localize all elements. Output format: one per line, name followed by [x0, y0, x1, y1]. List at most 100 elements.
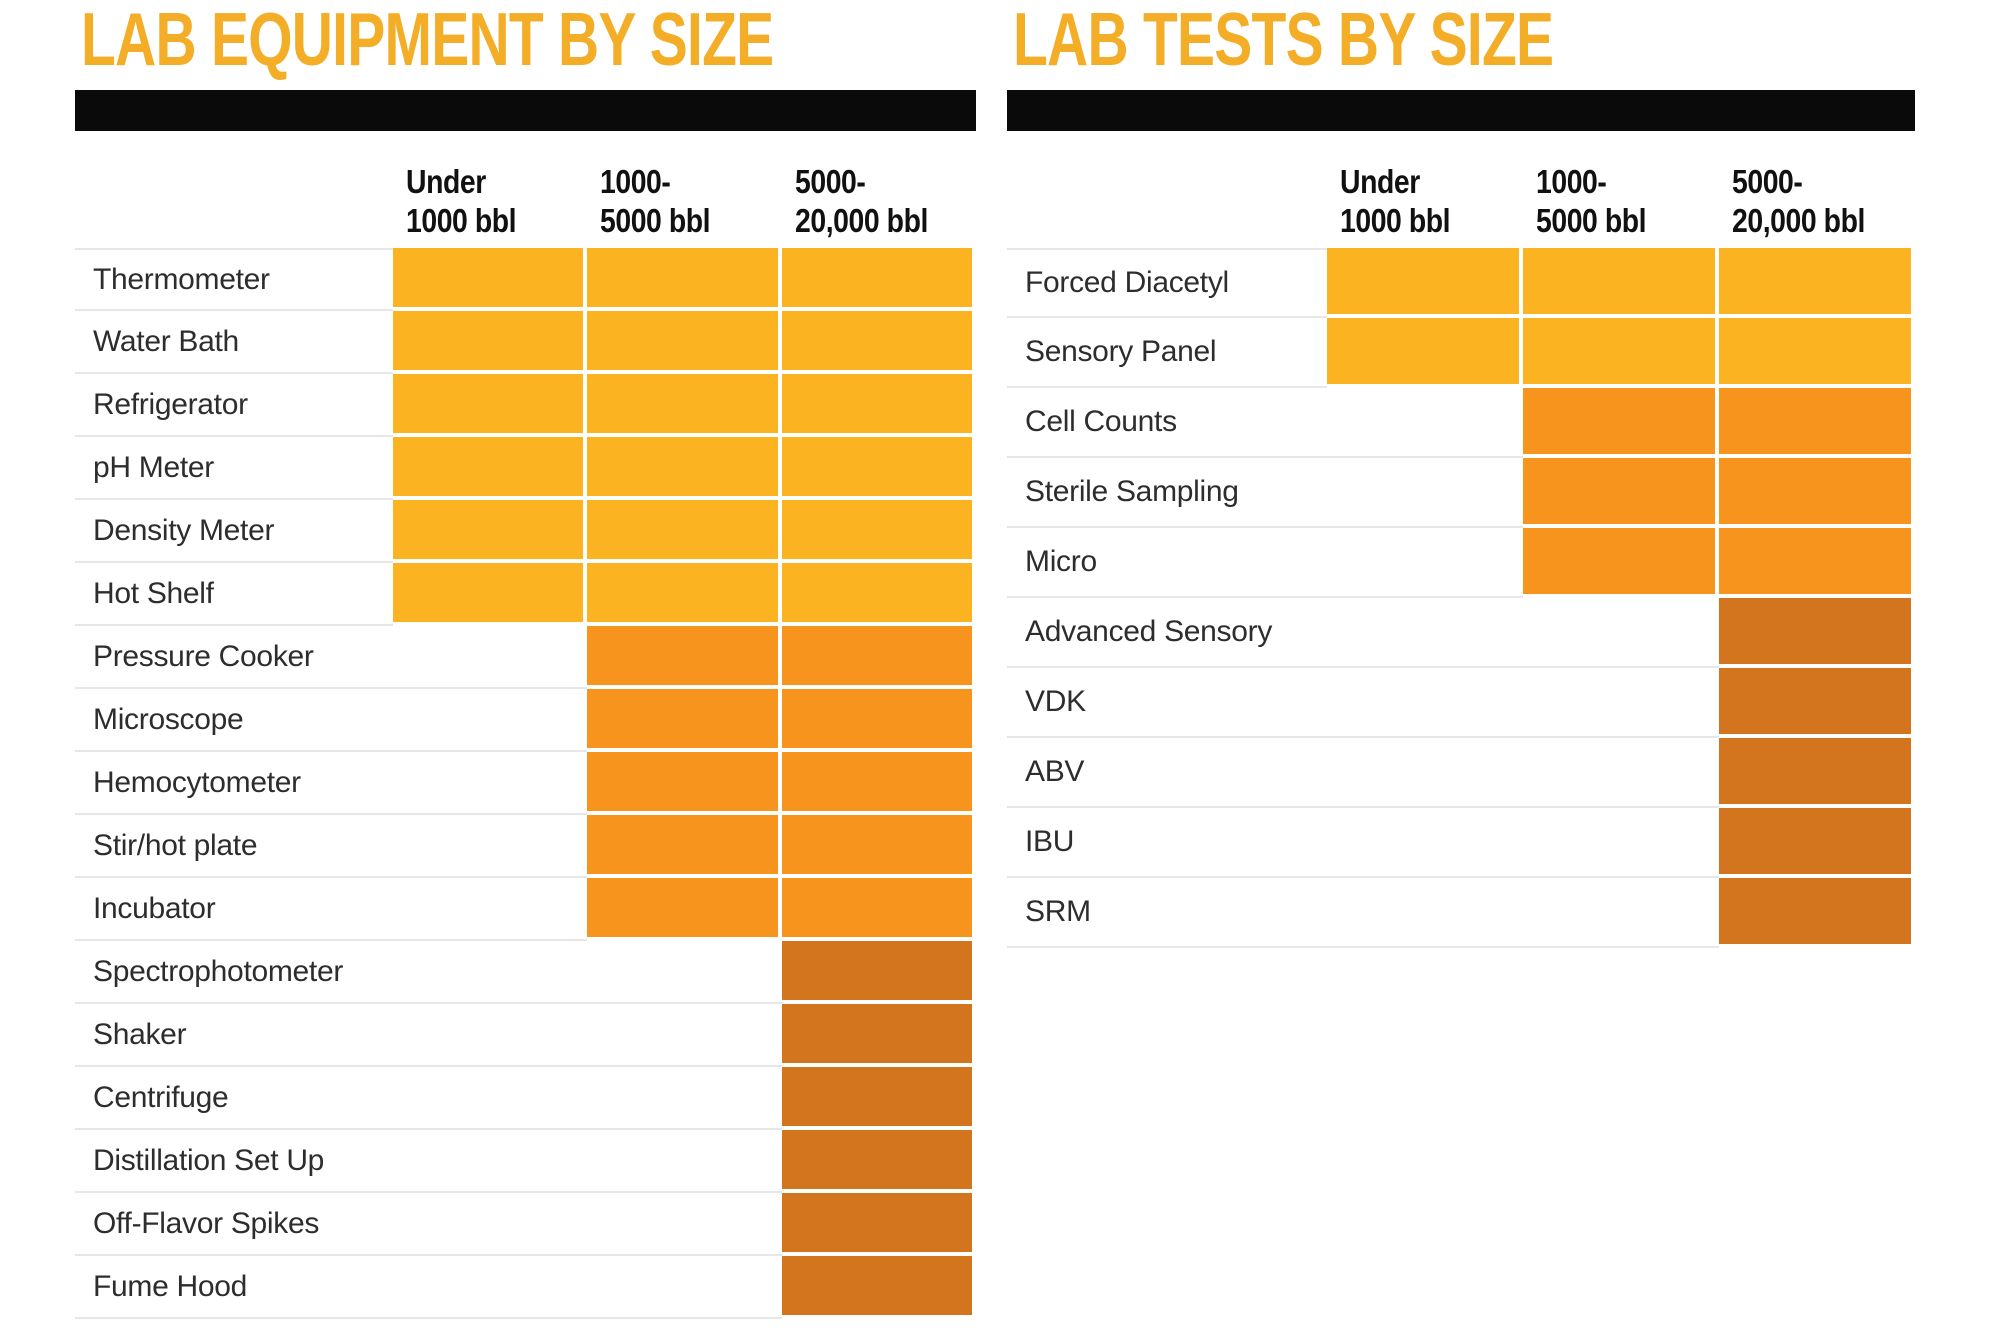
- column-header-label: 5000- 20,000 bbl: [1732, 163, 1865, 239]
- table-row: Off-Flavor Spikes: [75, 1193, 976, 1256]
- tests-column-headers: Under 1000 bbl 1000- 5000 bbl 5000- 20,000 bb…: [1007, 131, 1915, 248]
- matrix-cell-filled: [781, 878, 976, 941]
- table-row: Sterile Sampling: [1007, 458, 1915, 528]
- matrix-cell-filled: [781, 500, 976, 563]
- matrix-cell-empty: [587, 1130, 782, 1193]
- row-label: ABV: [1007, 738, 1327, 808]
- table-row: Micro: [1007, 528, 1915, 598]
- matrix-cell-empty: [587, 1004, 782, 1067]
- title-underline-bar: [75, 90, 976, 131]
- matrix-cell-filled: [781, 689, 976, 752]
- column-header: 1000- 5000 bbl: [587, 131, 781, 248]
- matrix-cell-empty: [393, 815, 588, 878]
- row-label: Density Meter: [75, 500, 393, 563]
- matrix-cell-filled: [587, 311, 782, 374]
- matrix-cell-filled: [1523, 458, 1719, 528]
- matrix-cell-empty: [393, 878, 588, 941]
- row-label: Sensory Panel: [1007, 318, 1327, 388]
- table-row: Spectrophotometer: [75, 941, 976, 1004]
- matrix-cell-filled: [1523, 388, 1719, 458]
- matrix-cell-filled: [393, 437, 588, 500]
- matrix-cell-filled: [587, 626, 782, 689]
- row-label: Centrifuge: [75, 1067, 393, 1130]
- column-header: Under 1000 bbl: [1327, 131, 1523, 248]
- matrix-cell-filled: [781, 1193, 976, 1256]
- matrix-cell-filled: [781, 815, 976, 878]
- matrix-cell-filled: [1523, 248, 1719, 318]
- matrix-cell-filled: [781, 563, 976, 626]
- matrix-cell-filled: [1719, 878, 1915, 948]
- matrix-cell-filled: [393, 248, 588, 311]
- row-label: Micro: [1007, 528, 1327, 598]
- matrix-cell-filled: [1523, 528, 1719, 598]
- table-row: Refrigerator: [75, 374, 976, 437]
- table-row: pH Meter: [75, 437, 976, 500]
- column-header: 5000- 20,000 bbl: [782, 131, 976, 248]
- row-label: VDK: [1007, 668, 1327, 738]
- matrix-cell-filled: [781, 626, 976, 689]
- matrix-cell-filled: [393, 374, 588, 437]
- matrix-cell-empty: [393, 1067, 588, 1130]
- row-label: Distillation Set Up: [75, 1130, 393, 1193]
- table-row: Density Meter: [75, 500, 976, 563]
- row-label: Advanced Sensory: [1007, 598, 1327, 668]
- matrix-cell-filled: [781, 311, 976, 374]
- matrix-cell-filled: [1719, 668, 1915, 738]
- matrix-cell-empty: [393, 1193, 588, 1256]
- matrix-cell-empty: [1327, 598, 1523, 668]
- matrix-cell-empty: [1327, 388, 1523, 458]
- table-row: IBU: [1007, 808, 1915, 878]
- matrix-cell-filled: [1719, 738, 1915, 808]
- matrix-cell-filled: [587, 815, 782, 878]
- matrix-cell-filled: [1719, 598, 1915, 668]
- column-header-label: 1000- 5000 bbl: [1536, 163, 1647, 239]
- matrix-cell-filled: [1719, 248, 1915, 318]
- equipment-column-headers: Under 1000 bbl 1000- 5000 bbl 5000- 20,000 bb…: [75, 131, 976, 248]
- matrix-cell-empty: [1327, 528, 1523, 598]
- tests-table-title: LAB TESTS BY SIZE: [1013, 0, 1554, 81]
- matrix-cell-filled: [393, 563, 588, 626]
- header-spacer: [75, 131, 393, 248]
- table-row: Stir/hot plate: [75, 815, 976, 878]
- table-row: Forced Diacetyl: [1007, 248, 1915, 318]
- row-label: Spectrophotometer: [75, 941, 393, 1004]
- title-underline-bar: [1007, 90, 1915, 131]
- table-row: Water Bath: [75, 311, 976, 374]
- matrix-cell-filled: [587, 689, 782, 752]
- matrix-cell-empty: [1327, 668, 1523, 738]
- table-row: Hemocytometer: [75, 752, 976, 815]
- row-label: Pressure Cooker: [75, 626, 393, 689]
- row-label: Cell Counts: [1007, 388, 1327, 458]
- table-row: Thermometer: [75, 248, 976, 311]
- matrix-cell-filled: [781, 752, 976, 815]
- table-row: Fume Hood: [75, 1256, 976, 1319]
- column-header: 5000- 20,000 bbl: [1719, 131, 1915, 248]
- row-label: Stir/hot plate: [75, 815, 393, 878]
- matrix-cell-filled: [781, 1067, 976, 1130]
- row-label: Forced Diacetyl: [1007, 248, 1327, 318]
- row-label: pH Meter: [75, 437, 393, 500]
- matrix-cell-filled: [781, 1004, 976, 1067]
- matrix-cell-empty: [393, 752, 588, 815]
- matrix-cell-filled: [393, 311, 588, 374]
- table-row: Centrifuge: [75, 1067, 976, 1130]
- matrix-cell-filled: [1719, 458, 1915, 528]
- table-row: Sensory Panel: [1007, 318, 1915, 388]
- matrix-cell-empty: [1327, 808, 1523, 878]
- matrix-cell-empty: [393, 626, 588, 689]
- table-row: Shaker: [75, 1004, 976, 1067]
- matrix-cell-filled: [587, 500, 782, 563]
- row-label: Off-Flavor Spikes: [75, 1193, 393, 1256]
- table-row: ABV: [1007, 738, 1915, 808]
- matrix-cell-empty: [587, 1193, 782, 1256]
- matrix-cell-empty: [587, 1067, 782, 1130]
- matrix-cell-empty: [393, 1256, 588, 1319]
- matrix-cell-empty: [1523, 808, 1719, 878]
- matrix-cell-filled: [587, 563, 782, 626]
- matrix-cell-empty: [1523, 598, 1719, 668]
- matrix-cell-filled: [1327, 248, 1523, 318]
- matrix-cell-filled: [587, 437, 782, 500]
- matrix-cell-filled: [1719, 808, 1915, 878]
- matrix-cell-empty: [393, 1130, 588, 1193]
